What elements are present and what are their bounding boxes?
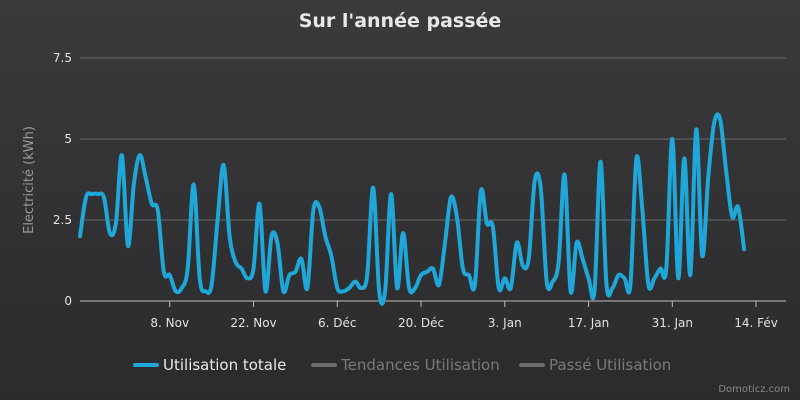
chart-title: Sur l'année passée (299, 10, 502, 32)
legend-item[interactable]: Tendances Utilisation (311, 356, 500, 374)
series-line-utilisation-totale[interactable] (78, 112, 747, 306)
gridlines (80, 57, 786, 221)
x-tick-label: 20. Déc (398, 316, 444, 330)
y-tick-label: 5 (64, 132, 72, 146)
credits-link[interactable]: Domoticz.com (718, 384, 790, 395)
x-axis: 8. Nov 22. Nov 6. Déc 20. Déc 3. Jan 17. Jan 3… (80, 300, 786, 330)
x-tick-label: 8. Nov (150, 316, 189, 330)
legend-label: Passé Utilisation (549, 356, 671, 374)
legend-item[interactable]: Passé Utilisation (519, 356, 671, 374)
x-tick-label: 3. Jan (488, 316, 522, 330)
x-tick-label: 6. Déc (318, 316, 356, 330)
x-tick-label: 22. Nov (230, 316, 276, 330)
x-tick-label: 14. Fév (734, 316, 778, 330)
legend: Utilisation totale Tendances Utilisation P… (133, 356, 671, 374)
x-tick-label: 17. Jan (568, 316, 609, 330)
y-axis-labels: 0 2.5 5 7.5 (53, 51, 72, 308)
y-tick-label: 2.5 (53, 213, 72, 227)
y-tick-label: 7.5 (53, 51, 72, 65)
legend-item[interactable]: Utilisation totale (133, 356, 286, 374)
legend-label: Tendances Utilisation (340, 356, 500, 374)
x-tick-label: 31. Jan (652, 316, 693, 330)
y-tick-label: 0 (64, 294, 72, 308)
legend-label: Utilisation totale (163, 356, 286, 374)
series-layer (78, 112, 747, 306)
y-axis-title: Electricité (kWh) (22, 126, 37, 234)
